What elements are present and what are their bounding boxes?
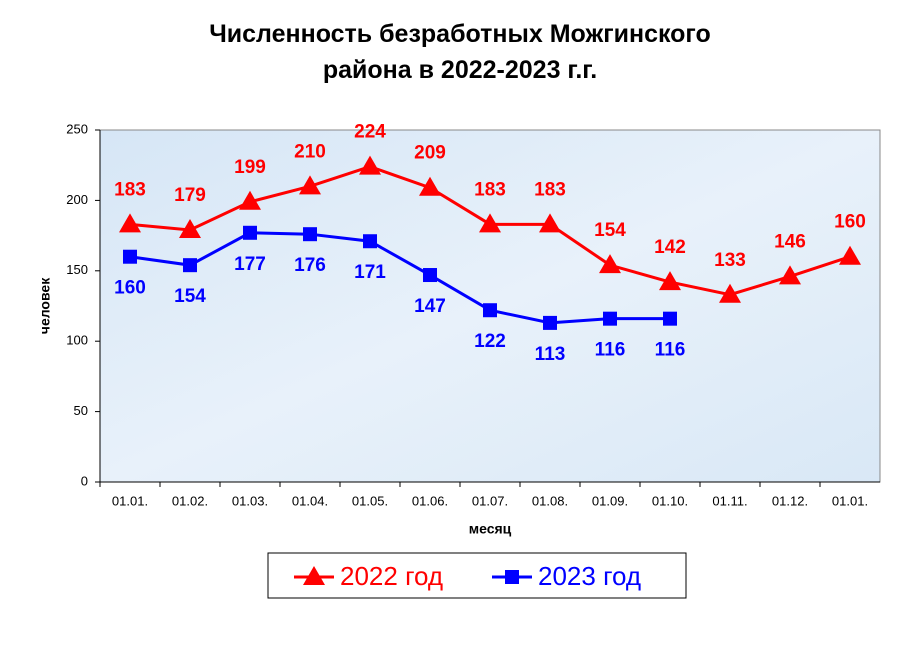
data-label: 171 (354, 262, 386, 283)
data-label: 113 (535, 344, 566, 365)
data-point (303, 227, 317, 242)
data-point (539, 213, 561, 233)
data-label: 224 (354, 122, 386, 143)
data-label: 116 (655, 340, 686, 361)
y-axis-label: человек (37, 277, 53, 334)
data-label: 183 (474, 179, 506, 200)
data-point (183, 258, 197, 273)
data-point (599, 254, 621, 274)
data-label: 210 (294, 141, 326, 162)
data-point (483, 303, 497, 318)
x-tick-label: 01.04. (292, 493, 328, 508)
data-point (243, 225, 257, 240)
x-tick-label: 01.09. (592, 493, 628, 508)
x-axis-label: месяц (469, 521, 512, 537)
data-point (363, 234, 377, 249)
data-label: 176 (294, 255, 326, 276)
legend-marker (505, 570, 519, 584)
x-tick-label: 01.01. (112, 493, 148, 508)
data-point (239, 190, 261, 210)
data-point (359, 155, 381, 175)
data-label: 160 (834, 212, 866, 233)
legend-label: 2023 год (538, 561, 641, 591)
data-point (419, 176, 441, 196)
data-label: 179 (174, 185, 206, 206)
data-label: 147 (414, 296, 446, 317)
x-tick-label: 01.01. (832, 493, 868, 508)
data-label: 122 (474, 331, 506, 352)
data-label: 142 (654, 237, 686, 258)
data-point (839, 245, 861, 265)
x-tick-label: 01.10. (652, 493, 688, 508)
data-label: 183 (114, 179, 146, 200)
x-tick-label: 01.07. (472, 493, 508, 508)
data-point (543, 315, 557, 330)
data-point (779, 265, 801, 285)
data-point (119, 213, 141, 233)
data-point (299, 175, 321, 195)
data-label: 116 (595, 340, 626, 361)
y-tick-label: 250 (66, 121, 88, 136)
data-point (123, 249, 137, 264)
data-point (659, 271, 681, 291)
data-label: 154 (594, 220, 626, 241)
x-tick-label: 01.05. (352, 493, 388, 508)
y-tick-label: 0 (81, 473, 88, 488)
data-point (719, 283, 741, 303)
data-point (179, 218, 201, 238)
legend-box (267, 552, 687, 599)
y-tick-label: 50 (74, 403, 88, 418)
data-label: 133 (714, 250, 746, 271)
data-label: 146 (774, 231, 806, 252)
legend-marker (303, 566, 325, 585)
data-label: 183 (534, 179, 566, 200)
legend-label: 2022 год (340, 561, 443, 591)
x-tick-label: 01.02. (172, 493, 208, 508)
x-tick-label: 01.06. (412, 493, 448, 508)
data-label: 160 (114, 278, 146, 299)
series-line (129, 231, 670, 325)
chart-title: Численность безработных Можгинского райо… (209, 20, 711, 84)
data-point (423, 268, 437, 283)
data-label: 199 (234, 157, 266, 178)
data-point (479, 213, 501, 233)
y-tick-label: 100 (66, 333, 88, 348)
data-point (603, 311, 617, 326)
data-point (663, 311, 677, 326)
x-tick-label: 01.08. (532, 493, 568, 508)
data-label: 209 (414, 143, 446, 164)
x-tick-label: 01.03. (232, 493, 268, 508)
y-tick-label: 200 (66, 192, 88, 207)
x-tick-label: 01.12. (772, 493, 808, 508)
data-label: 154 (174, 286, 206, 307)
data-label: 177 (234, 254, 266, 275)
y-tick-label: 150 (66, 262, 88, 277)
x-tick-label: 01.11. (712, 493, 747, 508)
